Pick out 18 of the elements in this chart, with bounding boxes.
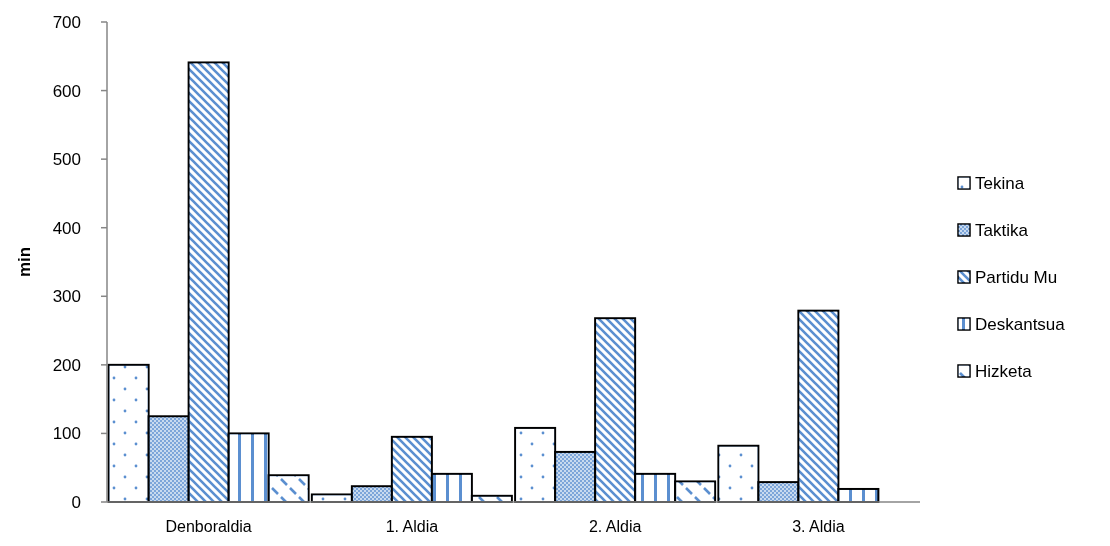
x-tick-label: 3. Aldia: [792, 517, 845, 535]
y-tick-label: 400: [52, 218, 81, 238]
y-tick-label: 700: [52, 12, 81, 32]
y-axis-title: min: [14, 246, 34, 278]
x-tick-label: 2. Aldia: [588, 517, 642, 535]
y-tick-label: 600: [52, 81, 81, 101]
x-tick-label: Denboraldia: [165, 517, 252, 535]
y-tick-label: 100: [52, 424, 81, 444]
y-tick-label: 500: [52, 150, 81, 170]
x-tick-label: 1. Aldia: [385, 517, 439, 535]
legend-label: Hizketa: [975, 361, 1033, 381]
legend-label: Deskantsua: [975, 314, 1066, 334]
y-tick-label: 300: [52, 287, 81, 307]
legend-label: Tekina: [975, 173, 1025, 193]
legend-label: Partidu Mu: [975, 267, 1058, 287]
y-tick-label: 0: [71, 492, 81, 512]
legend-label: Taktika: [975, 220, 1029, 240]
y-tick-label: 200: [52, 355, 81, 375]
